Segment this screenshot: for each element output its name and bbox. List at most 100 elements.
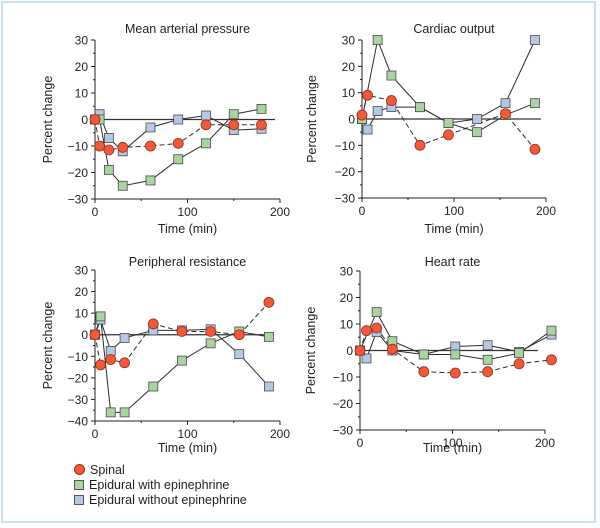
data-point-epi_with: [472, 127, 482, 138]
x-tick-label: 100: [177, 427, 197, 441]
y-tick-label: −30: [68, 393, 89, 407]
x-tick-label: 100: [442, 436, 462, 450]
data-point-spinal: [117, 141, 129, 153]
y-tick-label: 0: [81, 328, 88, 342]
legend-item-epidural-with: Epidural with epinephrine: [74, 477, 247, 492]
data-point-epi_with: [371, 307, 382, 317]
data-point-spinal: [482, 366, 494, 378]
y-tick-label: 10: [75, 307, 89, 321]
data-point-epi_without: [362, 124, 373, 135]
data-point-epi_with: [514, 348, 524, 359]
data-point-spinal: [386, 343, 398, 355]
y-tick-label: 10: [340, 318, 354, 332]
y-tick-label: −30: [333, 424, 354, 438]
data-point-spinal: [94, 140, 106, 152]
data-point-spinal: [371, 322, 383, 334]
data-point-epi_without: [372, 106, 383, 116]
data-point-epi_with: [530, 98, 540, 109]
y-tick-label: 30: [75, 34, 89, 48]
x-axis-label: Time (min): [158, 222, 217, 236]
y-tick-label: 10: [342, 86, 356, 100]
data-point-spinal: [95, 359, 106, 371]
legend-marker-spinal: [74, 464, 85, 475]
data-point-spinal: [354, 345, 366, 356]
data-point-epi_with: [415, 102, 425, 113]
data-point-epi_with: [418, 349, 429, 360]
data-point-epi_with: [546, 325, 557, 336]
y-axis-label: Percent change: [41, 302, 55, 390]
x-axis-label: Time (min): [424, 222, 483, 236]
data-point-spinal: [200, 119, 212, 131]
x-tick-label: 100: [444, 204, 464, 218]
data-point-epi_with: [105, 407, 116, 418]
y-axis-label: Percent change: [305, 75, 319, 163]
data-point-epi_without: [472, 114, 482, 124]
x-tick-label: 200: [270, 205, 290, 219]
x-tick-label: 100: [177, 205, 197, 219]
data-point-epi_without: [201, 110, 211, 121]
data-point-spinal: [119, 357, 130, 369]
x-tick-label: 0: [357, 436, 364, 450]
x-tick-label: 200: [270, 427, 290, 441]
data-point-epi_without: [145, 122, 156, 133]
chart-title: Heart rate: [425, 255, 481, 269]
data-point-spinal: [529, 143, 541, 155]
y-tick-label: 10: [75, 87, 89, 101]
data-point-epi_without: [173, 114, 184, 125]
y-axis-label: Percent change: [41, 76, 55, 164]
y-tick-label: −20: [335, 165, 356, 179]
legend-item-spinal: Spinal: [74, 462, 247, 477]
data-point-epi_without: [500, 98, 511, 109]
x-tick-label: 0: [92, 427, 99, 441]
chart-title: Cardiac output: [413, 22, 495, 36]
data-point-spinal: [233, 329, 245, 341]
data-point-epi_without: [530, 35, 540, 45]
y-tick-label: 0: [346, 344, 353, 358]
data-point-epi_with: [173, 154, 184, 165]
data-point-epi_without: [234, 349, 245, 360]
data-point-spinal: [105, 354, 117, 365]
y-tick-label: 20: [75, 60, 89, 74]
data-point-epi_without: [105, 345, 116, 356]
data-point-epi_without: [263, 381, 274, 392]
data-point-epi_with: [145, 175, 156, 186]
data-point-epi_with: [117, 180, 128, 191]
y-tick-label: −10: [333, 371, 354, 385]
data-point-epi_with: [450, 349, 461, 360]
data-point-epi_without: [361, 353, 372, 364]
y-tick-label: 30: [340, 265, 354, 279]
y-tick-label: 20: [75, 285, 89, 299]
data-point-epi_without: [103, 133, 114, 143]
legend-label: Epidural with epinephrine: [89, 477, 230, 492]
data-point-spinal: [205, 326, 217, 337]
data-point-epi_with: [443, 118, 454, 128]
data-point-spinal: [443, 129, 454, 141]
data-point-epi_without: [119, 333, 130, 343]
legend-label: Spinal: [90, 462, 125, 477]
y-tick-label: 30: [75, 264, 89, 278]
data-point-spinal: [256, 119, 267, 131]
legend-marker-epidural-without: [74, 494, 84, 505]
data-point-spinal: [228, 119, 240, 131]
data-point-spinal: [89, 114, 101, 125]
data-point-epi_with: [256, 104, 267, 114]
y-tick-label: −30: [68, 193, 89, 207]
chart-panel-3: Peripheral resistance3020100−10−20−30−40…: [41, 255, 290, 455]
data-point-epi_with: [148, 381, 159, 392]
x-tick-label: 0: [92, 205, 99, 219]
y-axis-label: Percent change: [304, 307, 318, 395]
data-point-spinal: [546, 354, 557, 366]
data-point-epi_with: [201, 138, 211, 149]
data-point-spinal: [172, 137, 184, 149]
y-tick-label: −20: [68, 166, 89, 180]
data-point-spinal: [147, 318, 159, 330]
y-tick-label: −10: [68, 350, 89, 364]
x-tick-label: 200: [536, 204, 556, 218]
y-tick-label: −20: [68, 371, 89, 385]
x-tick-label: 200: [535, 436, 555, 450]
data-point-spinal: [145, 140, 156, 152]
data-point-epi_with: [228, 109, 239, 120]
legend-item-epidural-without: Epidural without epinephrine: [74, 492, 247, 507]
